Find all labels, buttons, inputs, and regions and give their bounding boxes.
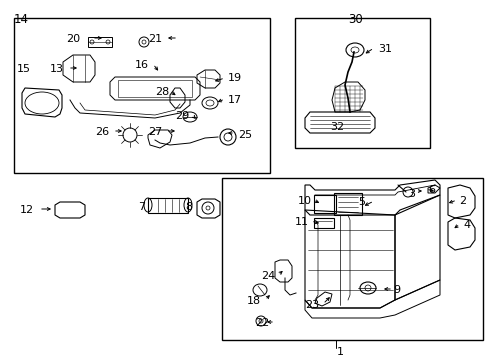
- Text: 13: 13: [50, 64, 64, 74]
- Text: 16: 16: [135, 60, 149, 70]
- Bar: [313, 218, 333, 228]
- Text: 10: 10: [297, 196, 311, 206]
- Bar: [88, 37, 112, 47]
- Text: 4: 4: [462, 220, 469, 230]
- Bar: [222, 178, 482, 340]
- Text: 15: 15: [17, 64, 31, 74]
- Text: 6: 6: [427, 185, 434, 195]
- Text: 3: 3: [407, 189, 414, 199]
- Text: 19: 19: [227, 73, 242, 83]
- Text: 8: 8: [184, 202, 192, 212]
- Text: 32: 32: [329, 122, 344, 132]
- Text: 22: 22: [254, 318, 269, 328]
- Text: 18: 18: [246, 296, 261, 306]
- Bar: [14, 18, 269, 173]
- Text: 31: 31: [377, 44, 391, 54]
- Text: 12: 12: [20, 205, 34, 215]
- Text: 14: 14: [14, 13, 29, 26]
- Text: 23: 23: [305, 300, 319, 310]
- Text: 25: 25: [238, 130, 252, 140]
- Text: 26: 26: [95, 127, 109, 137]
- Bar: [118, 80, 192, 97]
- Text: 28: 28: [155, 87, 169, 97]
- Bar: [294, 18, 429, 148]
- Bar: [148, 198, 187, 213]
- Bar: [333, 193, 361, 215]
- Text: 20: 20: [66, 34, 80, 44]
- Text: 30: 30: [347, 13, 362, 26]
- Text: 9: 9: [392, 285, 399, 295]
- Bar: [313, 195, 335, 213]
- Text: 17: 17: [227, 95, 242, 105]
- Text: 5: 5: [357, 197, 364, 207]
- Text: 1: 1: [336, 347, 343, 357]
- Text: 24: 24: [261, 271, 275, 281]
- Text: 29: 29: [175, 111, 189, 121]
- Text: 27: 27: [148, 127, 162, 137]
- Text: 11: 11: [294, 217, 308, 227]
- Text: 2: 2: [458, 196, 465, 206]
- Text: 7: 7: [138, 202, 145, 212]
- Text: 21: 21: [148, 34, 162, 44]
